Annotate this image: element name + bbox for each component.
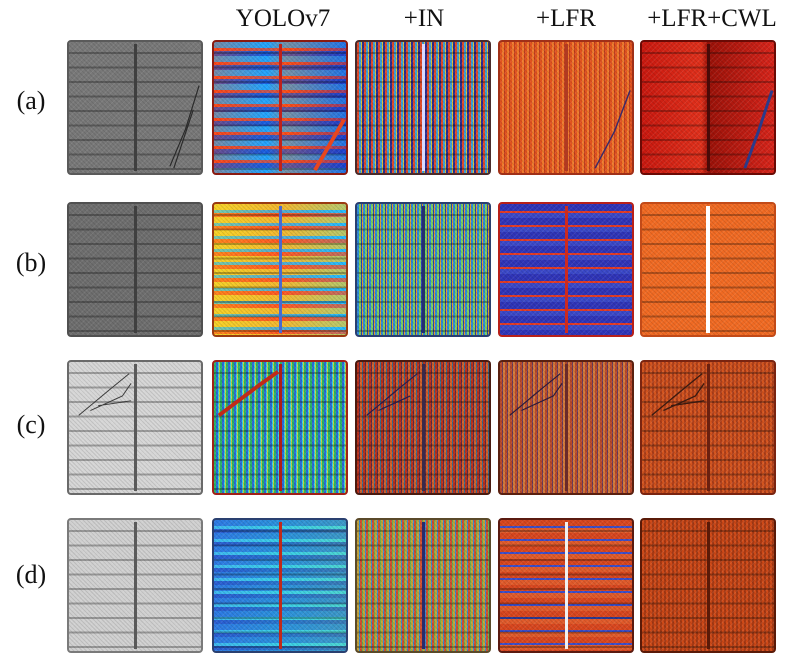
row-label-d: (d) [15, 560, 47, 589]
row-label-a: (a) [16, 86, 46, 115]
tile-b-yolov7 [212, 202, 348, 337]
tile-a-lfr [498, 40, 634, 175]
column-header-lfr-cwl: +LFR+CWL [647, 5, 777, 32]
tile-c-in [355, 360, 491, 495]
tile-d-in [355, 518, 491, 653]
tile-d-lfr-cwl [640, 518, 776, 653]
tile-c-original [67, 360, 203, 495]
tile-a-in [355, 40, 491, 175]
tile-c-lfr-cwl [640, 360, 776, 495]
tile-a-lfr-cwl [640, 40, 776, 175]
tile-b-in [355, 202, 491, 337]
tile-a-original [67, 40, 203, 175]
tile-a-yolov7 [212, 40, 348, 175]
tile-b-lfr-cwl [640, 202, 776, 337]
column-header-yolov7: YOLOv7 [235, 5, 331, 32]
column-header-lfr: +LFR [536, 5, 596, 32]
tile-c-lfr [498, 360, 634, 495]
tile-b-lfr [498, 202, 634, 337]
tile-d-yolov7 [212, 518, 348, 653]
row-label-b: (b) [15, 248, 47, 277]
row-label-c: (c) [16, 410, 46, 439]
tile-d-lfr [498, 518, 634, 653]
column-header-in: +IN [403, 5, 445, 32]
tile-b-original [67, 202, 203, 337]
tile-c-yolov7 [212, 360, 348, 495]
tile-d-original [67, 518, 203, 653]
